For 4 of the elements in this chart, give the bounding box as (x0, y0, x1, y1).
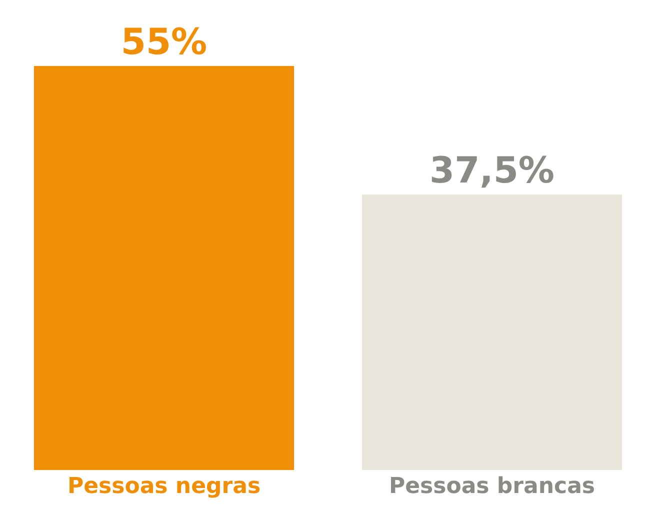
x-tick-label: Pessoas negras (67, 474, 261, 499)
x-tick-label: Pessoas brancas (388, 474, 596, 499)
data-label: 55% (120, 22, 208, 63)
data-label: 37,5% (430, 150, 554, 192)
